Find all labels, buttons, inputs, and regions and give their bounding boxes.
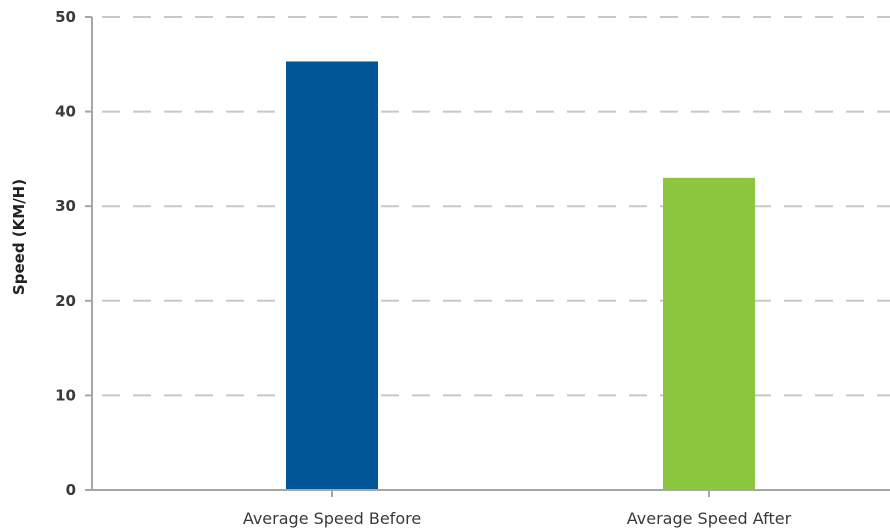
bars bbox=[286, 61, 755, 490]
y-tick-label-50: 50 bbox=[55, 8, 76, 26]
x-tick-label-2: Average Speed After bbox=[627, 509, 792, 528]
bar-2 bbox=[663, 177, 755, 490]
y-tick-label-0: 0 bbox=[66, 481, 76, 499]
y-tick-label-40: 40 bbox=[55, 103, 76, 121]
axes bbox=[91, 17, 890, 491]
y-axis-title: Speed (KM/H) bbox=[10, 179, 28, 295]
bar-1 bbox=[286, 61, 378, 490]
y-tick-labels: 0 10 20 30 40 50 bbox=[55, 8, 92, 499]
y-tick-label-30: 30 bbox=[55, 197, 76, 215]
x-tick-labels: Average Speed Before Average Speed After bbox=[243, 490, 792, 528]
y-tick-label-20: 20 bbox=[55, 292, 76, 310]
x-tick-label-1: Average Speed Before bbox=[243, 509, 421, 528]
gridlines bbox=[102, 16, 890, 397]
y-tick-label-10: 10 bbox=[55, 386, 76, 404]
